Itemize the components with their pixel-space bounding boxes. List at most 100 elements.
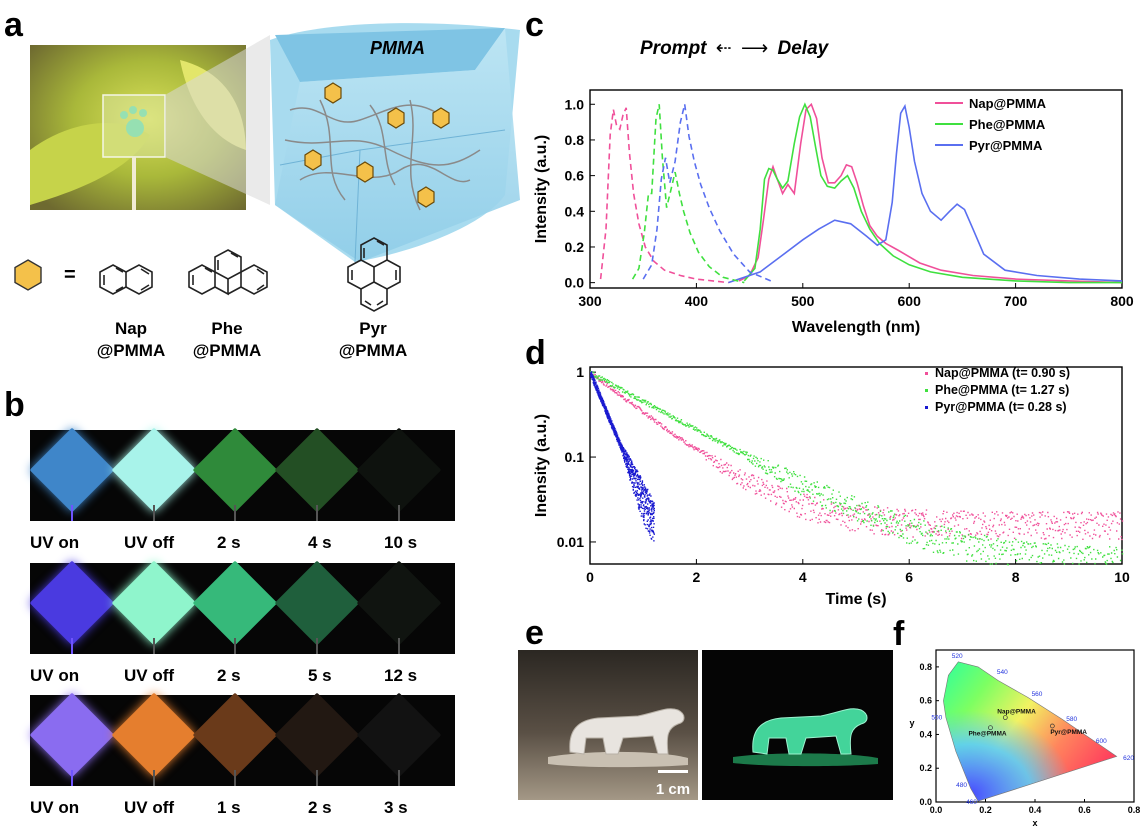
polar-bear-photos: 1 cm [518,650,893,800]
sample-holder [234,505,236,521]
sample-holder [153,638,155,654]
pyrene-structure [347,237,401,312]
sample-holder [234,770,236,786]
sample-holder [316,505,318,521]
legend-label: Phe@PMMA (t= 1.27 s) [935,383,1069,397]
wavelength-label: 620 [1123,755,1134,762]
time-label: UV off [124,533,175,552]
sample-holder [398,770,400,786]
wavelength-label: 580 [1066,716,1077,723]
sample-holder [398,505,400,521]
y-tick-label: 0.2 [565,239,585,255]
molecule-label-phe: Phe @PMMA [192,319,262,360]
cube-label: PMMA [370,38,425,58]
legend-label: Nap@PMMA (t= 0.90 s) [935,366,1070,380]
time-label: UV on [30,798,80,817]
series-line [642,104,772,282]
x-tick-label: 0.8 [1128,805,1141,815]
decay-curve-chart: 0 2 4 6 8 10 1 0.1 0.01 Time (s) Inensity (a.u.) Na… [533,364,1130,608]
x-tick-label: 0.4 [1029,805,1042,815]
delay-label: Delay [777,38,829,59]
y-tick-label: 0.8 [565,132,585,148]
hexagon-icon [14,259,42,291]
time-label: UV on [30,666,80,685]
cie-point-label: Nap@PMMA [997,709,1036,716]
x-tick-label: 0.2 [979,805,992,815]
time-label: UV on [30,533,80,552]
y-axis-label: y [909,718,914,728]
cie-point [988,725,993,731]
series-line [743,102,1122,284]
time-label: 12 s [384,666,418,685]
series-line [599,107,729,284]
x-axis-label: Wavelength (nm) [792,319,920,336]
x-tick-label: 8 [1012,569,1020,585]
time-label: 2 s [217,533,241,552]
series-points [590,372,1124,541]
cie-point [1049,723,1055,729]
sample-holder [316,638,318,654]
y-tick-label: 0.1 [565,449,585,465]
series-line [631,104,745,284]
sample-holder [71,770,73,786]
legend-marker [925,372,928,375]
panel-label-a: a [4,6,23,44]
x-tick-label: 4 [799,569,807,585]
legend-label: Phe@PMMA [969,117,1046,132]
x-tick-label: 10 [1114,569,1130,585]
y-tick-label: 0.4 [919,729,932,739]
time-label: UV off [124,798,175,817]
series-line [728,103,1123,284]
x-tick-label: 0.0 [930,805,943,815]
sample-holder [234,638,236,654]
plot-frame [589,366,1123,565]
y-tick-label: 0.8 [919,662,932,672]
equals-sign: = [64,264,76,286]
cie-gamut-outline [943,661,1118,802]
x-tick-label: 6 [905,569,913,585]
time-label: 2 s [308,798,332,817]
time-label: 4 s [308,533,332,552]
cie-point-label: Pyr@PMMA [1050,729,1087,736]
dashed-arrow-icon: ⇠ [715,38,732,59]
y-tick-label: 0.6 [565,168,585,184]
y-axis-label: Inensity (a.u.) [533,414,550,517]
panel-label-d: d [525,334,546,372]
x-tick-label: 300 [578,293,602,309]
wavelength-label: 480 [956,782,967,789]
sample-holder [71,638,73,654]
legend-label: Pyr@PMMA (t= 0.28 s) [935,400,1067,414]
y-tick-label: 0.6 [919,696,932,706]
legend-marker [925,389,928,392]
time-label: 3 s [384,798,408,817]
sample-holder [153,505,155,521]
wavelength-label: 460 [966,799,977,806]
pmma-cube [270,23,520,263]
data-points [590,372,1124,541]
legend-marker [925,406,928,409]
scale-bar-label: 1 cm [656,781,690,798]
sample-holder [153,770,155,786]
molecule-label-pyr: Pyr @PMMA [338,319,408,360]
legend-label: Pyr@PMMA [969,138,1043,153]
panel-label-f: f [893,615,905,653]
wavelength-label: 540 [997,669,1008,676]
x-tick-label: 800 [1110,293,1134,309]
x-tick-label: 2 [693,569,701,585]
wavelength-label: 560 [1032,691,1043,698]
y-axis-label: Intensity (a.u.) [533,135,550,243]
prompt-label: Prompt [640,38,707,59]
wavelength-label: 500 [931,715,942,722]
sample-holder [398,638,400,654]
panel-a-illustration: PMMA = [14,23,520,312]
time-label: UV off [124,666,175,685]
x-tick-label: 400 [685,293,709,309]
time-label: 1 s [217,798,241,817]
cie-point [1002,715,1008,720]
solid-arrow-icon: ⟶ [740,38,769,59]
y-tick-label: 0.0 [565,275,585,291]
x-axis-label: Time (s) [825,591,886,608]
y-tick-label: 0.2 [919,763,932,773]
x-tick-label: 700 [1004,293,1028,309]
x-tick-label: 500 [791,293,815,309]
